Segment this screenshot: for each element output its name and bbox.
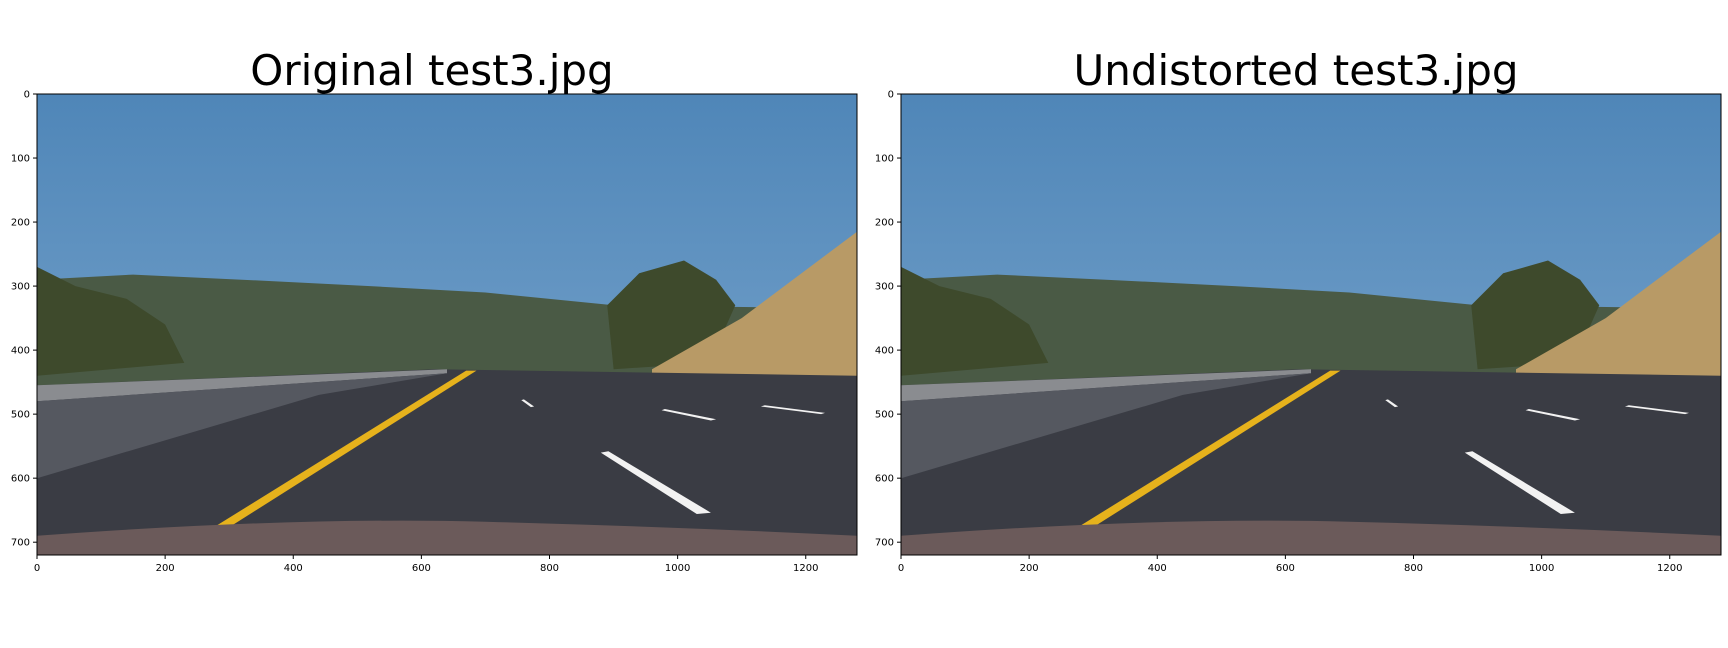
x-tick-label: 200 bbox=[1020, 563, 1039, 574]
y-tick-label: 300 bbox=[11, 282, 30, 293]
x-tick-label: 600 bbox=[412, 563, 431, 574]
lane-dash bbox=[1464, 451, 1575, 514]
lane-dash bbox=[760, 405, 825, 415]
lane-dash bbox=[1624, 405, 1689, 415]
lane-dash bbox=[1525, 409, 1581, 421]
car-hood bbox=[901, 520, 1721, 555]
x-tick-label: 200 bbox=[156, 563, 175, 574]
barrier-wall bbox=[901, 373, 1311, 479]
x-tick-label: 1000 bbox=[1529, 563, 1554, 574]
road-image bbox=[37, 94, 857, 555]
y-tick-label: 700 bbox=[875, 538, 894, 549]
barrier-top bbox=[901, 369, 1311, 402]
y-tick-label: 200 bbox=[11, 218, 30, 229]
road-image bbox=[901, 94, 1721, 555]
plot-area: 0 200 400 600 800 1000 1200 0 100 200 300 400 500 600… bbox=[11, 90, 858, 574]
y-tick-label: 500 bbox=[11, 410, 30, 421]
chart-title: Undistorted test3.jpg bbox=[1073, 46, 1519, 95]
car-hood bbox=[37, 520, 857, 555]
x-tick-label: 400 bbox=[284, 563, 303, 574]
x-tick-label: 800 bbox=[540, 563, 559, 574]
x-tick-label: 1200 bbox=[793, 563, 818, 574]
barrier-wall bbox=[37, 373, 447, 479]
y-tick-label: 600 bbox=[875, 474, 894, 485]
y-tick-label: 200 bbox=[875, 218, 894, 229]
y-tick-label: 0 bbox=[24, 90, 30, 101]
y-tick-label: 0 bbox=[888, 90, 894, 101]
x-tick-label: 1000 bbox=[665, 563, 690, 574]
yellow-lane-line bbox=[1071, 370, 1341, 532]
x-tick-label: 800 bbox=[1404, 563, 1423, 574]
y-tick-label: 400 bbox=[11, 346, 30, 357]
y-tick-label: 700 bbox=[11, 538, 30, 549]
y-tick-label: 100 bbox=[875, 154, 894, 165]
y-tick-label: 100 bbox=[11, 154, 30, 165]
lane-dash bbox=[1385, 399, 1399, 408]
x-tick-label: 600 bbox=[1276, 563, 1295, 574]
plot-area: 0 200 400 600 800 1000 1200 0 100 200 300 400 500 600… bbox=[875, 90, 1722, 574]
left-trees bbox=[37, 266, 185, 376]
lane-dash bbox=[600, 451, 711, 514]
panel-original: Original test3.jpg 0 200 400 600 800 1000 1200… bbox=[11, 46, 858, 574]
dry-hillside bbox=[1516, 231, 1721, 389]
y-tick-label: 600 bbox=[11, 474, 30, 485]
y-tick-label: 500 bbox=[875, 410, 894, 421]
yellow-lane-line bbox=[207, 370, 477, 532]
x-tick-label: 0 bbox=[898, 563, 904, 574]
x-tick-label: 1200 bbox=[1657, 563, 1682, 574]
dry-hillside bbox=[652, 231, 857, 389]
x-tick-label: 400 bbox=[1148, 563, 1167, 574]
lane-dash bbox=[521, 399, 535, 408]
y-tick-label: 300 bbox=[875, 282, 894, 293]
axes-frame bbox=[900, 93, 1722, 556]
panel-undistorted: Undistorted test3.jpg 0 200 400 600 800 1000 1… bbox=[864, 0, 1728, 648]
left-trees bbox=[901, 266, 1049, 376]
lane-dash bbox=[661, 409, 717, 421]
x-tick-label: 0 bbox=[34, 563, 40, 574]
barrier-top bbox=[37, 369, 447, 402]
chart-title: Original test3.jpg bbox=[250, 46, 614, 95]
y-tick-label: 400 bbox=[875, 346, 894, 357]
axes-frame bbox=[36, 93, 858, 556]
